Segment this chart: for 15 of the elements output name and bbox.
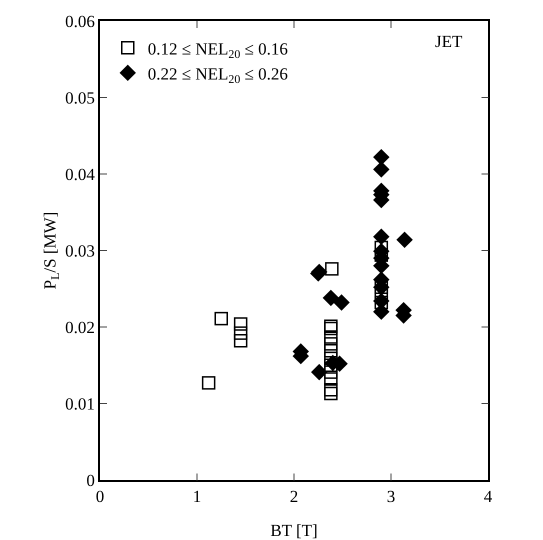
y-tick-label: 0.05 (65, 88, 95, 108)
y-tick-label: 0 (86, 470, 95, 490)
x-tick-label: 4 (484, 487, 493, 506)
y-tick-label: 0.02 (65, 318, 95, 337)
y-tick-label: 0.01 (65, 394, 95, 414)
x-tick-label: 1 (192, 487, 202, 506)
y-tick-label: 0.03 (65, 241, 95, 260)
y-tick-label: 0.04 (65, 164, 96, 184)
legend-label: 0.12 ≤ NEL$_{20}$ ≤ 0.16 (148, 39, 288, 61)
legend-label: 0.22 ≤ NEL$_{20}$ ≤ 0.26 (148, 64, 288, 86)
y-tick-label: 0.06 (65, 12, 95, 31)
x-tick-label: 2 (290, 487, 298, 506)
x-axis-title: BT [T] (270, 521, 318, 540)
annotation: JET (435, 32, 463, 51)
x-tick-label: 3 (386, 487, 396, 506)
